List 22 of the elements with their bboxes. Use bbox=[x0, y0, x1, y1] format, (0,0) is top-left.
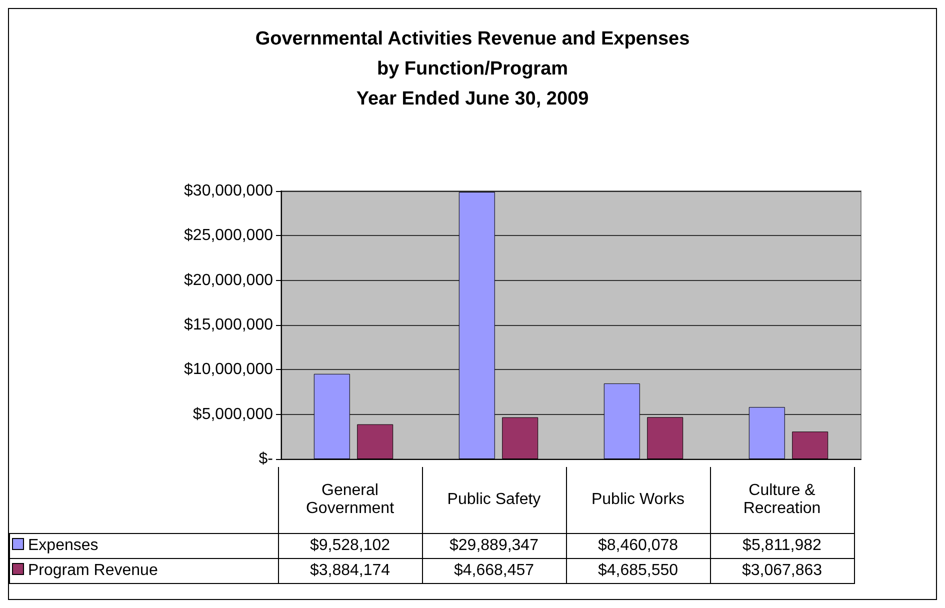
y-tick-label: $15,000,000 bbox=[184, 316, 274, 334]
y-tick-label: $25,000,000 bbox=[184, 227, 274, 244]
legend-label: Expenses bbox=[10, 534, 278, 558]
data-label: $9,528,102 bbox=[278, 534, 422, 558]
data-label: $4,668,457 bbox=[422, 558, 566, 584]
x-tick-label: Public Safety bbox=[422, 467, 566, 534]
x-tick-label: Culture & Recreation bbox=[710, 467, 854, 534]
data-label: $8,460,078 bbox=[566, 534, 710, 558]
y-tick-label: $20,000,000 bbox=[184, 272, 274, 289]
data-label: $4,685,550 bbox=[566, 558, 710, 584]
data-label: $3,067,863 bbox=[710, 558, 854, 584]
data-label: $5,811,982 bbox=[710, 534, 854, 558]
legend-label: Program Revenue bbox=[10, 558, 278, 584]
chart-title: Governmental Activities Revenue and Expenses by Function/Program Year Ended June 30, 2009 bbox=[255, 28, 690, 110]
y-tick-label: $30,000,000 bbox=[184, 182, 274, 200]
x-tick-label: General Government bbox=[278, 467, 422, 534]
data-label: $29,889,347 bbox=[422, 534, 566, 558]
y-tick-label: $10,000,000 bbox=[184, 361, 274, 378]
data-label: $3,884,174 bbox=[278, 558, 422, 584]
y-tick-label: $- bbox=[258, 450, 273, 468]
x-tick-label: Public Works bbox=[566, 467, 710, 534]
y-tick-label: $5,000,000 bbox=[192, 406, 274, 423]
